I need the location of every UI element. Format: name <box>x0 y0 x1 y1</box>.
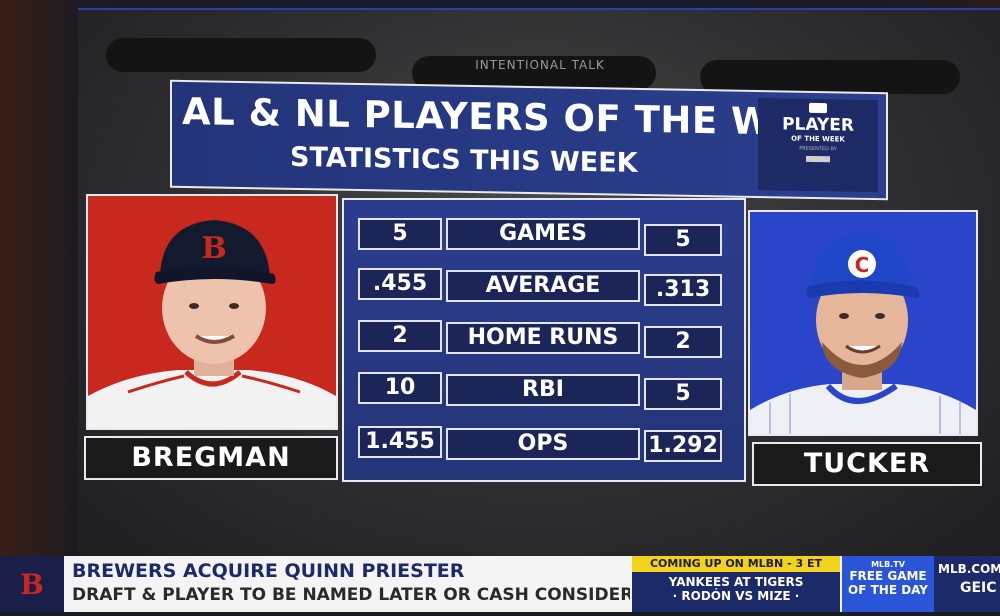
stats-table: 5 GAMES 5 .455 AVERAGE .313 2 HOME RUNS … <box>342 198 746 482</box>
stat-left-ops: 1.455 <box>358 426 442 458</box>
show-name: INTENTIONAL TALK <box>475 58 605 72</box>
title-line1: AL & NL PLAYERS OF THE WEEK <box>182 89 854 145</box>
stat-left-rbi: 10 <box>358 372 442 404</box>
coming-up-panel: COMING UP ON MLBN - 3 ET YANKEES AT TIGE… <box>632 556 840 612</box>
stat-left-home-runs: 2 <box>358 320 442 352</box>
coming-up-header: COMING UP ON MLBN - 3 ET <box>632 556 840 572</box>
stat-label-ops: OPS <box>446 428 640 460</box>
player-photo-left: B <box>86 194 338 430</box>
sponsor-text: GEIC <box>960 580 997 596</box>
mlb-com-panel: MLB.COM/FR GEIC <box>934 556 1000 612</box>
ticker-logo-graphic: B <box>12 564 52 604</box>
stat-left-average: .455 <box>358 268 442 300</box>
free-game-line1: FREE GAME <box>849 569 927 583</box>
coming-up-line1: YANKEES AT TIGERS <box>668 575 804 589</box>
top-bar-left <box>106 38 376 72</box>
free-game-line2: OF THE DAY <box>848 583 928 597</box>
badge-tiny: PRESENTED BY <box>799 145 837 153</box>
free-game-panel: MLB.TV FREE GAME OF THE DAY <box>842 556 934 612</box>
title-banner: AL & NL PLAYERS OF THE WEEK STATISTICS T… <box>170 79 888 201</box>
ticker-subline: DRAFT & PLAYER TO BE NAMED LATER OR CASH… <box>72 585 630 605</box>
red-sox-cap-logo-icon: B <box>201 231 226 266</box>
stat-label-home-runs: HOME RUNS <box>446 322 640 354</box>
sponsor-logo-icon <box>806 155 830 163</box>
player-name-left: BREGMAN <box>84 436 338 480</box>
stat-right-rbi: 5 <box>644 378 722 410</box>
mlb-logo-icon <box>809 102 827 114</box>
stat-label-games: GAMES <box>446 218 640 250</box>
stat-left-games: 5 <box>358 218 442 250</box>
red-sox-logo-icon: B <box>0 556 64 612</box>
mlb-tv-logo-icon: MLB.TV <box>871 560 905 569</box>
player-right-illustration: C <box>750 232 976 434</box>
stat-label-average: AVERAGE <box>446 270 640 302</box>
ticker-headline: BREWERS ACQUIRE QUINN PRIESTER <box>72 560 465 582</box>
player-name-right: TUCKER <box>752 442 982 486</box>
stat-label-rbi: RBI <box>446 374 640 406</box>
player-left-illustration: B <box>88 220 336 428</box>
top-bar-right <box>700 60 960 94</box>
player-of-week-badge: PLAYER OF THE WEEK PRESENTED BY <box>758 97 878 193</box>
stat-right-ops: 1.292 <box>644 430 722 462</box>
stat-right-average: .313 <box>644 274 722 306</box>
coming-up-line2: · RODÓN VS MIZE · <box>672 589 800 603</box>
mlb-com-url: MLB.COM/FR <box>938 562 1000 576</box>
badge-main: PLAYER <box>782 114 854 136</box>
stat-right-home-runs: 2 <box>644 326 722 358</box>
cubs-cap-logo-icon: C <box>855 253 870 277</box>
ticker-logo-letter: B <box>20 568 44 601</box>
player-photo-right: C <box>748 210 978 436</box>
news-ticker: B BREWERS ACQUIRE QUINN PRIESTER DRAFT &… <box>0 556 1000 612</box>
badge-sub: OF THE WEEK <box>791 134 845 144</box>
stat-right-games: 5 <box>644 224 722 256</box>
title-line2: STATISTICS THIS WEEK <box>290 141 638 179</box>
